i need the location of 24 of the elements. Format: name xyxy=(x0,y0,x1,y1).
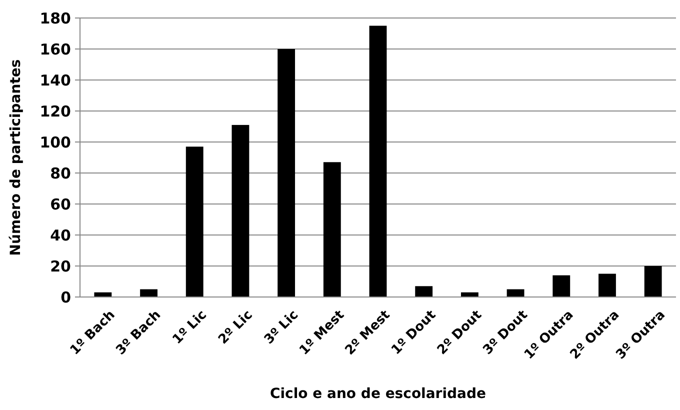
y-tick-label: 80 xyxy=(50,164,71,182)
x-tick-label: 1º Lic xyxy=(170,308,210,348)
y-tick-label: 140 xyxy=(40,71,71,90)
bar xyxy=(278,49,296,297)
bar xyxy=(644,266,662,297)
y-axis-title: Número de participantes xyxy=(8,59,24,256)
x-axis-title: Ciclo e ano de escolaridade xyxy=(270,386,486,402)
bar xyxy=(598,274,616,297)
y-tick-label: 0 xyxy=(60,288,71,306)
bar xyxy=(140,289,158,297)
bar xyxy=(369,26,387,297)
y-tick-label: 160 xyxy=(40,40,71,58)
bar xyxy=(415,286,433,297)
y-tick-label: 180 xyxy=(40,9,71,28)
y-tick-label: 100 xyxy=(40,133,71,152)
y-tick-label: 120 xyxy=(40,102,71,120)
bar xyxy=(552,275,570,297)
y-tick-label: 20 xyxy=(50,257,71,276)
bar xyxy=(232,124,250,297)
y-tick-label: 60 xyxy=(50,195,71,214)
x-tick-label: 2º Lic xyxy=(216,308,256,348)
bar xyxy=(186,146,204,297)
y-tick-label: 40 xyxy=(50,226,71,244)
bar xyxy=(323,162,341,297)
